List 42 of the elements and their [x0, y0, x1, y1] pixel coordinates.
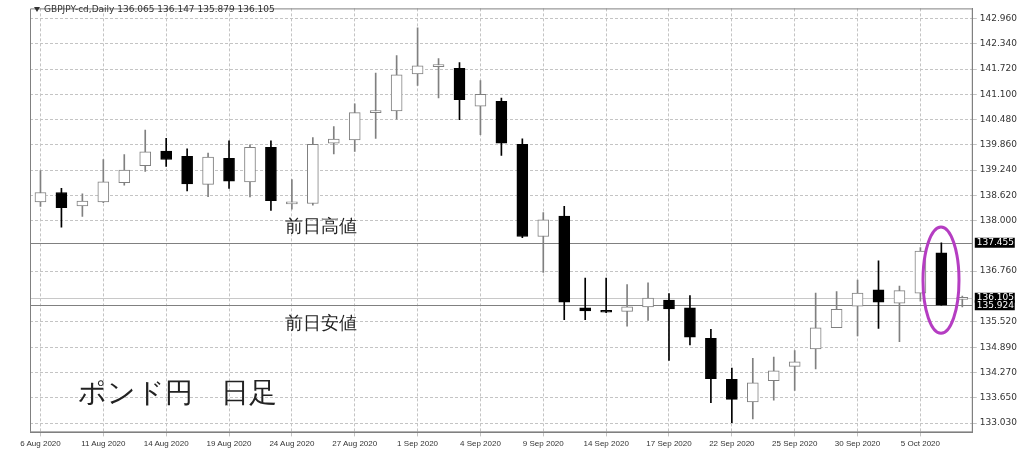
x-tick-label: 14 Sep 2020 — [583, 439, 630, 449]
x-tick-label: 9 Sep 2020 — [522, 439, 565, 449]
x-tick-label: 4 Sep 2020 — [459, 439, 502, 449]
y-tick-label: 136.760 — [979, 265, 1018, 276]
candlestick — [788, 350, 801, 391]
annotation: 前日高値 — [284, 215, 357, 237]
annotation: 前日安値 — [284, 311, 357, 333]
annotation: ポンド円 日足 — [78, 376, 277, 410]
y-tick-label: 139.240 — [979, 164, 1018, 175]
x-tick-label: 11 Aug 2020 — [81, 439, 127, 449]
candlestick — [600, 277, 612, 313]
candlestick — [579, 277, 592, 320]
y-tick-label: 141.100 — [979, 88, 1018, 99]
x-tick-label: 24 Aug 2020 — [269, 439, 315, 449]
candlestick — [327, 126, 340, 155]
ref-line-label: 137.455 — [976, 237, 1014, 248]
y-tick-label: 138.620 — [979, 189, 1018, 200]
y-tick-label: 134.270 — [979, 366, 1018, 377]
y-tick-label: 142.340 — [979, 38, 1018, 49]
y-tick-label: 139.860 — [979, 139, 1018, 150]
x-tick-label: 25 Sep 2020 — [772, 439, 818, 449]
candlestick — [369, 72, 382, 139]
chart-title: GBPJPY-cd,Daily 136.065 136.147 135.879 136.105 — [44, 4, 275, 14]
y-tick-label: 134.890 — [979, 341, 1018, 352]
candlestick — [663, 293, 675, 361]
x-tick-label: 1 Sep 2020 — [397, 439, 439, 449]
x-tick-label: 27 Aug 2020 — [332, 439, 378, 449]
candlestick — [767, 356, 780, 401]
x-tick-label: 14 Aug 2020 — [143, 439, 190, 449]
x-tick-label: 19 Aug 2020 — [206, 439, 253, 449]
x-tick-label: 5 Oct 2020 — [900, 439, 941, 449]
y-tick-label: 133.650 — [979, 392, 1018, 403]
y-tick-label: 142.960 — [979, 12, 1018, 23]
x-tick-label: 30 Sep 2020 — [834, 439, 881, 449]
y-tick-label: 138.000 — [979, 214, 1018, 225]
x-tick-label: 17 Sep 2020 — [646, 439, 693, 449]
x-tick-label: 22 Sep 2020 — [709, 439, 756, 449]
x-tick-label: 6 Aug 2020 — [20, 439, 62, 449]
y-tick-label: 133.030 — [979, 417, 1018, 428]
y-tick-label: 135.520 — [979, 315, 1018, 326]
y-tick-label: 141.720 — [979, 63, 1018, 74]
y-tick-label: 140.480 — [979, 113, 1018, 124]
